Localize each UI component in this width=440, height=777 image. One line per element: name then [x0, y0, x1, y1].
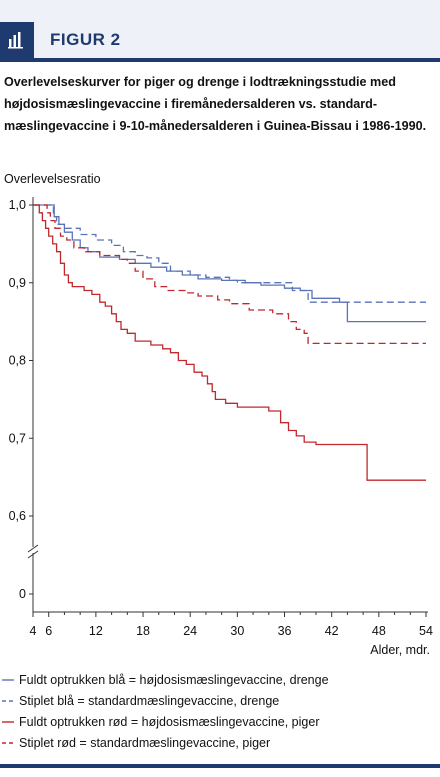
x-tick-label: 30 [230, 624, 244, 638]
legend-label: Fuldt optrukken blå = højdosismæslingeva… [19, 672, 329, 687]
legend-swatch [2, 720, 14, 723]
legend-label: Stiplet rød = standardmæslingevaccine, p… [19, 735, 271, 750]
x-tick-label: 54 [419, 624, 433, 638]
legend-item: Stiplet rød = standardmæslingevaccine, p… [0, 732, 440, 753]
y-tick-label: 0,9 [9, 276, 26, 290]
legend-item: Stiplet blå = standardmæslingevaccine, d… [0, 690, 440, 711]
legend-swatch [2, 699, 14, 702]
x-tick-label: 18 [136, 624, 150, 638]
x-tick-label: 36 [278, 624, 292, 638]
y-tick-label: 0,7 [9, 431, 26, 445]
series-line-3 [33, 204, 426, 481]
y-axis-break-mark [27, 544, 39, 553]
legend-label: Stiplet blå = standardmæslingevaccine, d… [19, 693, 280, 708]
figure-header: FIGUR 2 [0, 0, 440, 62]
y-tick-label: 0,6 [9, 509, 26, 523]
footer-bar [0, 764, 440, 768]
y-tick-label: 1,0 [9, 198, 26, 212]
x-tick-label: 24 [183, 624, 197, 638]
series-line-1 [33, 204, 426, 323]
legend-swatch [2, 678, 14, 681]
x-tick-label: 4 [30, 624, 37, 638]
x-tick-label: 6 [45, 624, 52, 638]
legend-item: Fuldt optrukken rød = højdosismæslingeva… [0, 711, 440, 732]
legend-item: Fuldt optrukken blå = højdosismæslingeva… [0, 669, 440, 690]
y-axis-label: Overlevelsesratio [4, 172, 101, 186]
survival-chart: 1,0 0,9 0,8 0,7 0,6 0 4 6 12 18 24 30 36 42 48 54 Alder,… [9, 197, 433, 657]
y-tick-label: 0 [19, 587, 26, 601]
x-tick-label: 12 [89, 624, 103, 638]
x-tick-label: 42 [325, 624, 339, 638]
y-tick-label: 0,8 [9, 354, 26, 368]
legend-label: Fuldt optrukken rød = højdosismæslingeva… [19, 714, 320, 729]
x-tick-label: 48 [372, 624, 386, 638]
bar-chart-icon [0, 22, 34, 58]
series-line-2 [33, 204, 426, 303]
series-line-4 [33, 204, 426, 345]
legend-swatch [2, 741, 14, 744]
x-axis-label: Alder, mdr. [370, 643, 430, 657]
chart-legend: Fuldt optrukken blå = højdosismæslingeva… [0, 669, 440, 753]
y-axis-break-mark [27, 550, 39, 559]
figure-title: FIGUR 2 [50, 30, 121, 49]
figure-caption: Overlevelseskurver for piger og drenge i… [4, 75, 427, 133]
